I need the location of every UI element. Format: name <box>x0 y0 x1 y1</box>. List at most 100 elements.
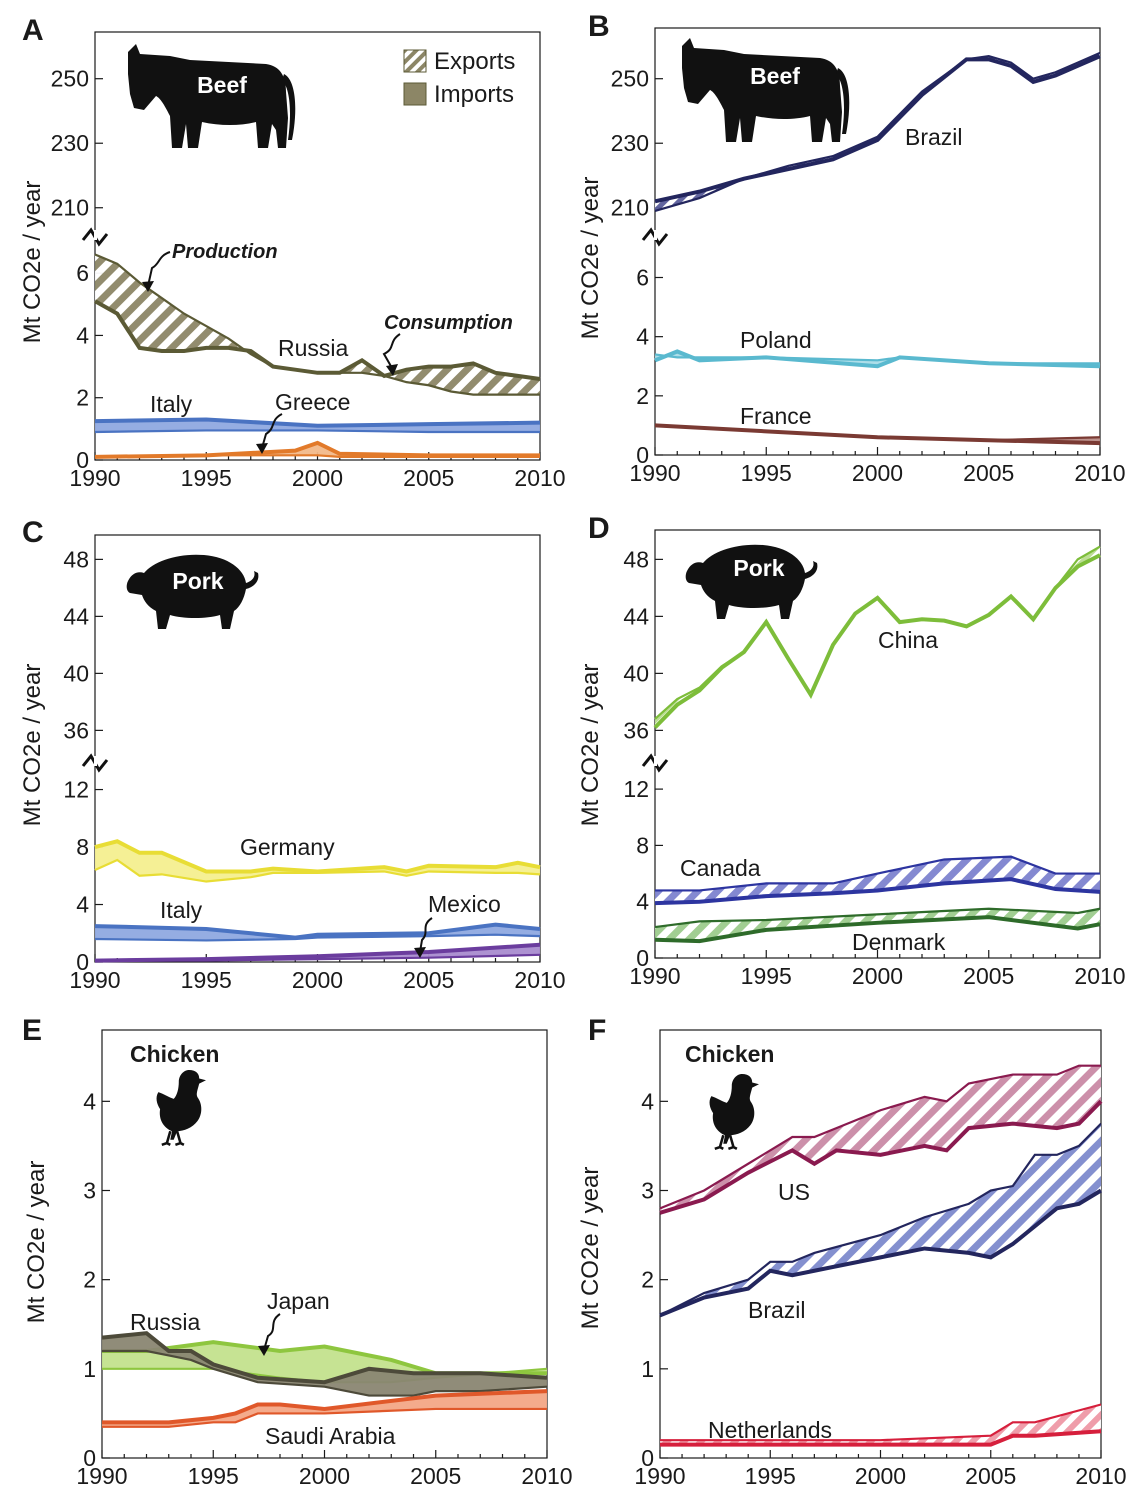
y-axis-label: Mt CO2e / year <box>577 664 604 827</box>
y-axis-label: Mt CO2e / year <box>19 181 46 344</box>
x-tick-label: 2005 <box>965 1463 1016 1489</box>
y-tick-label: 210 <box>51 195 89 221</box>
y-tick-label: 4 <box>636 324 649 350</box>
arrowhead-icon <box>256 443 268 454</box>
animal-label: Pork <box>172 568 223 594</box>
panel-letter: E <box>22 1014 42 1047</box>
band-italy <box>95 924 540 941</box>
y-tick-label: 0 <box>636 442 649 468</box>
axis-break-gap <box>94 230 97 240</box>
y-tick-label: 0 <box>636 945 649 971</box>
consumption-line <box>94 839 541 874</box>
consumption-line <box>654 877 1101 906</box>
x-tick-label: 2010 <box>514 967 565 993</box>
series-label: Poland <box>740 327 812 353</box>
x-tick-label: 1995 <box>181 465 232 491</box>
y-axis-label: Mt CO2e / year <box>23 1161 50 1324</box>
consumption-line <box>654 349 1101 369</box>
consumption-line <box>660 1429 1102 1447</box>
panel-e: E Mt CO2e / year 1990 1995 2000 2005 2010 0 1 2 3 4… <box>22 1014 573 1489</box>
y-tick-label: 6 <box>636 265 649 291</box>
consumption-line <box>654 423 1101 446</box>
x-tick-label: 1990 <box>634 1463 685 1489</box>
x-tick-label: 1990 <box>76 1463 127 1489</box>
cow-icon <box>682 38 850 142</box>
band-japan <box>102 1342 547 1383</box>
consumption-line <box>654 915 1101 944</box>
y-tick-label: 210 <box>611 195 649 221</box>
japan-arrow <box>263 1313 281 1351</box>
consumption-line <box>94 440 540 459</box>
consumption-line <box>659 1099 1103 1215</box>
y-tick-label: 3 <box>641 1178 654 1204</box>
consumption-line <box>94 417 541 428</box>
y-tick-label: 40 <box>63 660 89 686</box>
y-tick-label: 0 <box>76 447 89 473</box>
y-tick-label: 12 <box>63 777 89 803</box>
chicken-icon <box>155 1068 208 1147</box>
mexico-arrow <box>419 917 433 953</box>
y-tick-label: 0 <box>641 1445 654 1471</box>
series-label: Italy <box>160 897 203 923</box>
y-tick-label: 4 <box>636 889 649 915</box>
y-tick-label: 4 <box>76 892 89 918</box>
axis-break-gap <box>94 756 97 766</box>
band-greece <box>95 442 540 457</box>
y-tick-label: 250 <box>611 66 649 92</box>
x-tick-label: 2005 <box>963 963 1014 989</box>
arrowhead-icon <box>142 281 154 292</box>
production-line <box>102 1349 548 1397</box>
x-tick-label: 1995 <box>745 1463 796 1489</box>
y-tick-label: 0 <box>76 949 89 975</box>
y-tick-label: 3 <box>83 1178 96 1204</box>
y-tick-label: 1 <box>641 1356 654 1382</box>
x-tick-label: 2010 <box>1074 963 1125 989</box>
x-tick-label: 2005 <box>410 1463 461 1489</box>
y-tick-label: 2 <box>636 383 649 409</box>
y-tick-label: 40 <box>623 660 649 686</box>
y-axis-label: Mt CO2e / year <box>19 664 46 827</box>
consumption-line <box>94 299 541 382</box>
series-label: Japan <box>267 1288 330 1314</box>
y-tick-label: 8 <box>76 834 89 860</box>
y-tick-label: 4 <box>641 1088 654 1114</box>
x-tick-label: 2010 <box>1074 460 1125 486</box>
arrowhead-icon <box>258 1345 270 1356</box>
band-us <box>660 1065 1101 1213</box>
legend-swatch-solid <box>403 82 427 106</box>
consumption-line <box>659 1188 1103 1318</box>
series-label: Russia <box>130 1309 201 1335</box>
series-label: Denmark <box>852 929 946 955</box>
y-tick-label: 8 <box>636 832 649 858</box>
production-arrow <box>147 251 171 287</box>
series-label: Russia <box>278 335 349 361</box>
x-tick-label: 2000 <box>852 963 903 989</box>
series-label: China <box>878 627 938 653</box>
y-tick-label: 2 <box>76 385 89 411</box>
y-tick-label: 44 <box>623 603 649 629</box>
series-label: Netherlands <box>708 1417 832 1443</box>
panel-letter: B <box>588 10 610 43</box>
y-tick-label: 2 <box>641 1267 654 1293</box>
x-tick-label: 1995 <box>741 460 792 486</box>
x-tick-label: 2000 <box>855 1463 906 1489</box>
annotation-production: Production <box>172 241 278 263</box>
x-tick-label: 1995 <box>188 1463 239 1489</box>
production-line <box>655 855 1100 892</box>
consumption-line <box>102 1389 548 1425</box>
y-tick-label: 1 <box>83 1356 96 1382</box>
chicken-icon <box>708 1072 761 1151</box>
y-axis-label: Mt CO2e / year <box>577 1167 604 1330</box>
y-tick-label: 4 <box>76 322 89 348</box>
y-tick-label: 6 <box>76 260 89 286</box>
series-label: Greece <box>275 389 350 415</box>
band-russia <box>102 1333 547 1396</box>
x-tick-label: 1990 <box>629 963 680 989</box>
legend-swatch-hatched <box>403 49 427 73</box>
y-tick-label: 4 <box>83 1088 96 1114</box>
panel-b: B Mt CO2e / year 1990 1995 2000 2005 2010 0 2 4 6 2… <box>577 10 1126 486</box>
axis-break-gap <box>654 230 657 240</box>
production-line <box>660 1403 1102 1442</box>
